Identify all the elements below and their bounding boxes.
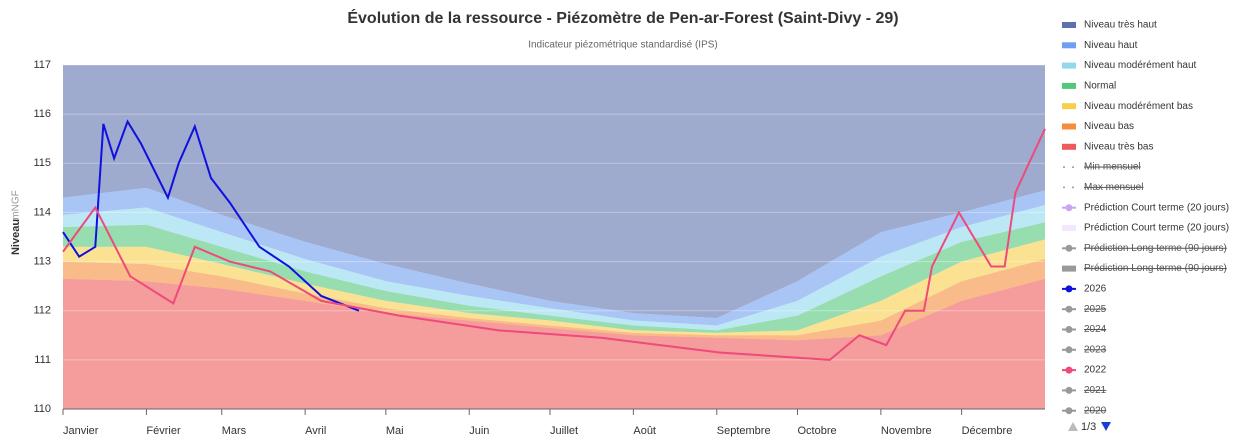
y-tick-label: 111 bbox=[34, 354, 51, 366]
legend-label[interactable]: 2026 bbox=[1084, 284, 1107, 295]
series-line bbox=[62, 128, 1046, 361]
x-tick-label: Avril bbox=[305, 425, 326, 437]
x-tick-label: Février bbox=[146, 425, 181, 437]
legend-label[interactable]: Min mensuel bbox=[1084, 162, 1141, 173]
legend-label[interactable]: 2021 bbox=[1084, 385, 1107, 396]
legend-swatch bbox=[1062, 143, 1076, 150]
level-band bbox=[63, 278, 1045, 409]
chart-subtitle: Indicateur piézométrique standardisé (IP… bbox=[528, 40, 718, 51]
y-tick-label: 112 bbox=[33, 305, 51, 317]
legend-swatch bbox=[1065, 407, 1073, 415]
legend-label[interactable]: Niveau très haut bbox=[1084, 20, 1157, 31]
y-tick-label: 113 bbox=[33, 255, 51, 267]
legend-swatch bbox=[1072, 186, 1074, 189]
series-line bbox=[62, 119, 360, 312]
legend-swatch bbox=[1065, 346, 1073, 354]
pager-prev[interactable] bbox=[1068, 422, 1078, 431]
x-tick-label: Mars bbox=[222, 425, 247, 437]
x-tick-label: Juin bbox=[469, 425, 489, 437]
y-tick-label: 117 bbox=[33, 59, 51, 71]
legend-swatch bbox=[1063, 186, 1065, 189]
level-band bbox=[63, 187, 1045, 326]
legend-swatch bbox=[1062, 225, 1076, 231]
chart-title: Évolution de la ressource - Piézomètre d… bbox=[347, 8, 898, 27]
legend-label[interactable]: 2022 bbox=[1084, 365, 1107, 376]
legend-label[interactable]: Prédiction Long terme (90 jours) bbox=[1084, 243, 1227, 254]
legend-swatch bbox=[1065, 204, 1073, 212]
legend-label[interactable]: Prédiction Court terme (20 jours) bbox=[1084, 202, 1229, 213]
legend-swatch bbox=[1062, 22, 1076, 28]
x-tick-label: Octobre bbox=[797, 425, 836, 437]
legend-label[interactable]: Niveau haut bbox=[1084, 40, 1138, 51]
legend-swatch bbox=[1072, 166, 1074, 169]
legend-label[interactable]: 2023 bbox=[1084, 344, 1107, 355]
legend-swatch bbox=[1062, 42, 1076, 49]
y-axis-unit: mNGF bbox=[11, 190, 22, 219]
y-axis-label: Niveau bbox=[10, 219, 22, 255]
legend-swatch bbox=[1065, 285, 1073, 293]
legend-label[interactable]: Niveau modérément bas bbox=[1084, 101, 1193, 112]
x-tick-label: Juillet bbox=[550, 425, 578, 437]
legend-swatch bbox=[1062, 62, 1076, 69]
pager-next[interactable] bbox=[1101, 422, 1111, 431]
legend: Niveau très haut Niveau haut Niveau modéré… bbox=[1062, 20, 1229, 416]
y-tick-label: 116 bbox=[33, 108, 51, 120]
x-tick-label: Décembre bbox=[962, 425, 1013, 437]
legend-swatch bbox=[1065, 305, 1073, 313]
legend-swatch bbox=[1065, 244, 1073, 252]
legend-swatch bbox=[1065, 386, 1073, 394]
legend-label[interactable]: 2025 bbox=[1084, 304, 1107, 315]
level-band bbox=[63, 259, 1045, 341]
level-band bbox=[63, 65, 1045, 319]
x-tick-label: Janvier bbox=[63, 425, 99, 437]
level-band bbox=[63, 222, 1045, 333]
legend-label[interactable]: Niveau modérément haut bbox=[1084, 60, 1197, 71]
legend-label[interactable]: Prédiction Court terme (20 jours) bbox=[1084, 223, 1229, 234]
legend-label[interactable]: Max mensuel bbox=[1084, 182, 1143, 193]
y-tick-label: 115 bbox=[33, 157, 51, 169]
y-tick-label: 114 bbox=[33, 206, 51, 218]
y-tick-label: 110 bbox=[33, 403, 51, 415]
legend-swatch bbox=[1065, 326, 1073, 333]
legend-label[interactable]: Niveau très bas bbox=[1084, 141, 1153, 152]
plot-area: 110 111 112 113 114 115 116 117 Janvier Février Ma… bbox=[33, 59, 1046, 437]
legend-swatch bbox=[1062, 82, 1076, 89]
level-band bbox=[63, 205, 1045, 331]
x-tick-label: Mai bbox=[386, 425, 404, 437]
legend-swatch bbox=[1065, 366, 1073, 374]
x-tick-label: Novembre bbox=[881, 425, 932, 437]
pager-label: 1/3 bbox=[1081, 421, 1096, 433]
legend-label[interactable]: Niveau bas bbox=[1084, 121, 1134, 132]
legend-swatch bbox=[1062, 265, 1076, 272]
legend-label[interactable]: 2024 bbox=[1084, 324, 1107, 335]
x-tick-label: Août bbox=[633, 425, 656, 437]
legend-swatch bbox=[1063, 166, 1065, 169]
x-tick-label: Septembre bbox=[717, 425, 771, 437]
legend-swatch bbox=[1062, 103, 1076, 110]
legend-label[interactable]: 2020 bbox=[1084, 405, 1107, 416]
legend-swatch bbox=[1062, 123, 1076, 130]
legend-label[interactable]: Prédiction Long terme (90 jours) bbox=[1084, 263, 1227, 274]
legend-label[interactable]: Normal bbox=[1084, 81, 1116, 92]
